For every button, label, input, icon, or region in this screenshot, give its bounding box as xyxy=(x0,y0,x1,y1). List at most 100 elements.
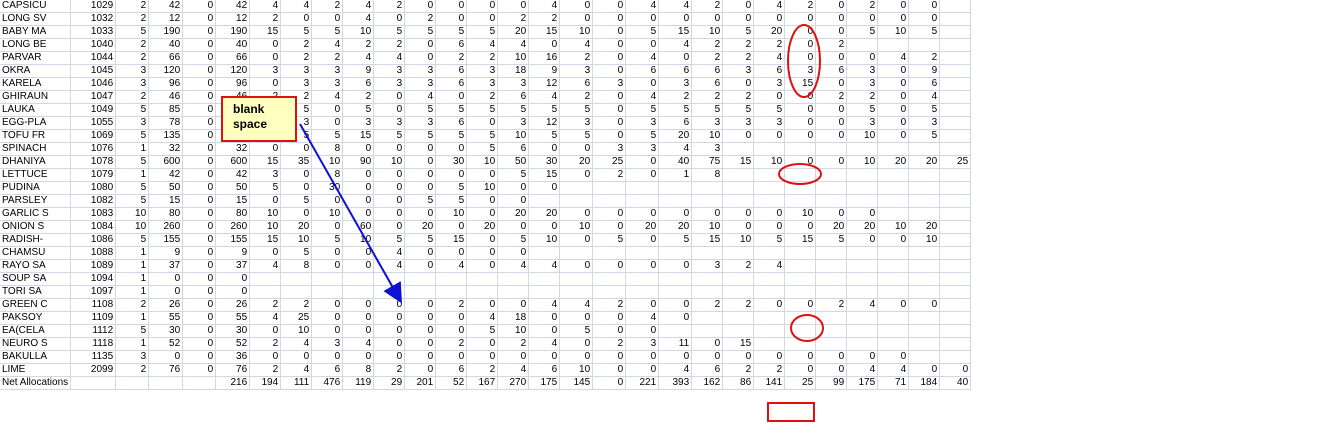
table-cell[interactable]: 0 xyxy=(466,207,499,221)
table-cell[interactable]: 0 xyxy=(877,129,910,143)
table-cell[interactable]: 0 xyxy=(342,194,375,208)
table-cell[interactable]: 0 xyxy=(908,0,941,13)
table-cell[interactable]: 0 xyxy=(373,168,406,182)
table-cell[interactable]: 0 xyxy=(846,12,879,26)
table-cell[interactable]: 5 xyxy=(115,155,150,169)
table-cell[interactable]: 0 xyxy=(658,298,693,312)
item-name-cell[interactable]: RAYO SA xyxy=(0,259,72,273)
table-cell[interactable] xyxy=(691,324,724,338)
table-cell[interactable]: 0 xyxy=(249,38,282,52)
table-cell[interactable]: 3 xyxy=(466,64,499,78)
table-cell[interactable]: 6 xyxy=(908,77,941,91)
table-cell[interactable]: 0 xyxy=(784,90,817,104)
table-cell[interactable]: 184 xyxy=(908,376,941,390)
table-cell[interactable]: 20 xyxy=(658,220,693,234)
table-cell[interactable]: 3 xyxy=(846,64,879,78)
table-cell[interactable] xyxy=(722,194,755,208)
table-cell[interactable]: 2 xyxy=(722,298,755,312)
table-cell[interactable] xyxy=(815,324,848,338)
table-cell[interactable]: 30 xyxy=(435,155,468,169)
table-cell[interactable]: 5 xyxy=(280,25,313,39)
table-cell[interactable]: 55 xyxy=(148,311,184,325)
table-cell[interactable]: 0 xyxy=(182,311,217,325)
table-cell[interactable]: 4 xyxy=(753,51,786,65)
table-cell[interactable]: 0 xyxy=(784,220,817,234)
table-cell[interactable]: 5 xyxy=(559,324,594,338)
table-cell[interactable]: 42 xyxy=(148,168,184,182)
table-cell[interactable]: 6 xyxy=(815,64,848,78)
table-cell[interactable] xyxy=(784,324,817,338)
table-cell[interactable] xyxy=(311,272,344,286)
table-cell[interactable] xyxy=(908,311,941,325)
table-cell[interactable]: 6 xyxy=(497,90,530,104)
table-cell[interactable]: 167 xyxy=(466,376,499,390)
table-cell[interactable]: 1 xyxy=(115,259,150,273)
table-cell[interactable]: 3 xyxy=(592,142,627,156)
table-cell[interactable]: 0 xyxy=(625,324,660,338)
table-cell[interactable]: 42 xyxy=(148,0,184,13)
table-cell[interactable]: 20 xyxy=(658,129,693,143)
table-cell[interactable]: 5 xyxy=(846,25,879,39)
table-cell[interactable] xyxy=(435,285,468,299)
table-cell[interactable]: 1080 xyxy=(70,181,117,195)
table-cell[interactable]: 0 xyxy=(182,246,217,260)
table-cell[interactable]: 0 xyxy=(182,363,217,377)
table-cell[interactable]: 4 xyxy=(625,311,660,325)
table-cell[interactable]: 1088 xyxy=(70,246,117,260)
table-cell[interactable]: 3 xyxy=(373,64,406,78)
table-cell[interactable]: 2 xyxy=(559,90,594,104)
table-cell[interactable]: 36 xyxy=(215,350,251,364)
table-cell[interactable] xyxy=(115,376,150,390)
table-cell[interactable]: 1097 xyxy=(70,285,117,299)
table-cell[interactable]: 0 xyxy=(658,12,693,26)
item-name-cell[interactable]: RADISH- xyxy=(0,233,72,247)
table-cell[interactable]: 6 xyxy=(658,116,693,130)
table-cell[interactable]: 0 xyxy=(280,207,313,221)
table-cell[interactable] xyxy=(753,311,786,325)
table-cell[interactable]: 15 xyxy=(148,194,184,208)
table-cell[interactable]: 0 xyxy=(280,142,313,156)
table-cell[interactable]: 5 xyxy=(435,25,468,39)
table-cell[interactable]: 0 xyxy=(784,51,817,65)
table-cell[interactable]: 2 xyxy=(115,363,150,377)
table-cell[interactable]: 0 xyxy=(784,129,817,143)
table-cell[interactable]: 2 xyxy=(373,363,406,377)
table-cell[interactable]: 0 xyxy=(311,350,344,364)
table-cell[interactable] xyxy=(939,25,972,39)
table-cell[interactable]: 0 xyxy=(815,77,848,91)
table-cell[interactable]: 0 xyxy=(182,0,217,13)
table-cell[interactable]: 0 xyxy=(342,168,375,182)
table-cell[interactable]: 4 xyxy=(311,38,344,52)
item-name-cell[interactable]: LETTUCE xyxy=(0,168,72,182)
table-cell[interactable]: 2 xyxy=(342,90,375,104)
table-cell[interactable]: 1 xyxy=(115,246,150,260)
table-cell[interactable]: 0 xyxy=(182,259,217,273)
table-cell[interactable]: 0 xyxy=(435,142,468,156)
item-name-cell[interactable]: GARLIC S xyxy=(0,207,72,221)
table-cell[interactable]: 30 xyxy=(311,181,344,195)
table-cell[interactable]: 12 xyxy=(528,77,561,91)
table-cell[interactable]: 5 xyxy=(435,194,468,208)
table-cell[interactable] xyxy=(815,181,848,195)
table-cell[interactable]: 0 xyxy=(592,90,627,104)
table-cell[interactable]: 10 xyxy=(691,25,724,39)
table-cell[interactable]: 9 xyxy=(528,64,561,78)
table-cell[interactable]: 6 xyxy=(691,77,724,91)
table-cell[interactable]: 1083 xyxy=(70,207,117,221)
table-cell[interactable]: 0 xyxy=(815,350,848,364)
table-cell[interactable]: 4 xyxy=(658,0,693,13)
table-cell[interactable] xyxy=(939,90,972,104)
table-cell[interactable] xyxy=(592,246,627,260)
table-cell[interactable]: 0 xyxy=(404,350,437,364)
table-cell[interactable] xyxy=(435,272,468,286)
table-cell[interactable] xyxy=(908,324,941,338)
table-cell[interactable]: 5 xyxy=(311,129,344,143)
table-cell[interactable]: 15 xyxy=(528,25,561,39)
table-cell[interactable]: 3 xyxy=(404,116,437,130)
table-cell[interactable]: 0 xyxy=(722,12,755,26)
table-cell[interactable]: 0 xyxy=(592,0,627,13)
table-cell[interactable]: 0 xyxy=(815,25,848,39)
table-cell[interactable]: 10 xyxy=(846,155,879,169)
table-cell[interactable] xyxy=(908,272,941,286)
table-cell[interactable]: 10 xyxy=(342,233,375,247)
